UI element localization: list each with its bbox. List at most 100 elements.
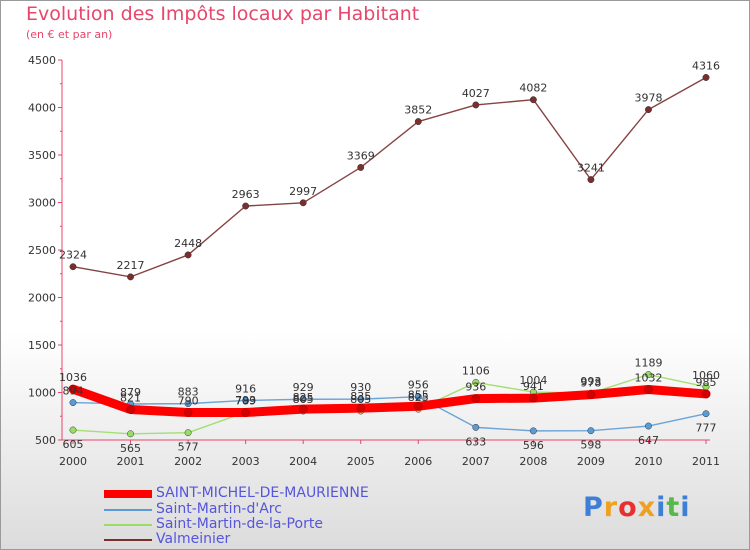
data-point xyxy=(69,426,77,434)
data-point xyxy=(357,395,365,403)
data-label: 3852 xyxy=(404,104,432,117)
data-point xyxy=(702,410,710,418)
data-point xyxy=(701,389,711,399)
x-tick-label: 2004 xyxy=(289,455,317,468)
data-point xyxy=(241,408,250,417)
logo-letter: t xyxy=(666,492,681,523)
data-point xyxy=(645,422,652,430)
data-label: 929 xyxy=(293,381,314,394)
data-label: 1060 xyxy=(692,369,720,382)
x-tick-label: 2008 xyxy=(519,455,547,468)
data-label: 930 xyxy=(350,381,371,394)
data-label: 777 xyxy=(696,422,717,435)
logo-letter: i xyxy=(680,492,691,523)
legend-swatch xyxy=(104,524,152,526)
data-label: 790 xyxy=(178,394,199,407)
data-point xyxy=(299,395,307,403)
data-point xyxy=(242,202,250,210)
series-line xyxy=(72,395,707,432)
data-label: 978 xyxy=(580,377,601,390)
data-point xyxy=(69,399,77,407)
data-label: 2448 xyxy=(174,237,202,250)
data-label: 1036 xyxy=(59,371,87,384)
data-label: 805 xyxy=(350,393,371,406)
x-tick-label: 2000 xyxy=(59,455,87,468)
data-point xyxy=(68,384,78,394)
legend-label: Saint-Martin-de-la-Porte xyxy=(156,516,323,532)
data-point xyxy=(644,385,653,394)
data-label: 4316 xyxy=(692,59,720,72)
data-point xyxy=(127,273,134,281)
x-tick-label: 2005 xyxy=(347,455,375,468)
data-label: 647 xyxy=(638,434,659,447)
x-tick-label: 2010 xyxy=(634,455,662,468)
data-label: 2963 xyxy=(232,188,260,201)
data-label: 633 xyxy=(465,435,486,448)
data-label: 894 xyxy=(63,385,84,398)
y-tick-label: 4000 xyxy=(28,102,56,115)
data-point xyxy=(645,106,652,114)
data-label: 605 xyxy=(63,438,84,451)
data-point xyxy=(184,429,192,437)
data-label: 1004 xyxy=(519,374,547,387)
data-point xyxy=(586,390,596,399)
data-label: 3241 xyxy=(577,162,605,175)
data-label: 789 xyxy=(235,395,256,408)
x-tick-label: 2009 xyxy=(577,455,605,468)
x-tick-label: 2001 xyxy=(117,455,145,468)
data-label: 993 xyxy=(580,375,601,388)
logo-letter: r xyxy=(603,492,619,523)
data-label: 577 xyxy=(178,441,199,454)
chart-subtitle: (en € et par an) xyxy=(26,28,113,41)
legend-item-saint-martin-d-arc: Saint-Martin-d'Arc xyxy=(104,501,434,517)
y-tick-label: 1000 xyxy=(28,387,56,400)
x-tick-label: 2011 xyxy=(692,455,720,468)
logo-letter: P xyxy=(583,492,604,523)
data-label: 793 xyxy=(235,394,256,407)
legend-label: Saint-Martin-d'Arc xyxy=(156,501,282,517)
proxiti-logo: Proxiti xyxy=(583,492,691,523)
data-label: 825 xyxy=(293,391,314,404)
data-point xyxy=(127,430,134,438)
data-point xyxy=(702,74,710,81)
data-point xyxy=(184,400,192,408)
x-tick-label: 2007 xyxy=(462,455,490,468)
data-point xyxy=(357,163,365,171)
data-point xyxy=(414,393,422,401)
legend-swatch xyxy=(104,490,152,498)
data-label: 985 xyxy=(696,376,717,389)
logo-letter: o xyxy=(618,492,638,523)
data-label: 825 xyxy=(408,391,429,404)
y-tick-label: 500 xyxy=(35,434,56,447)
y-tick-label: 3000 xyxy=(28,197,56,210)
chart-title: Evolution des Impôts locaux par Habitant xyxy=(26,3,420,25)
data-point xyxy=(529,393,538,403)
data-label: 916 xyxy=(235,382,256,395)
data-label: 2324 xyxy=(59,249,87,262)
y-tick-label: 2500 xyxy=(28,244,56,257)
data-label: 941 xyxy=(523,380,544,393)
data-point xyxy=(414,118,422,126)
y-tick-label: 3500 xyxy=(28,149,56,162)
data-label: 855 xyxy=(408,388,429,401)
data-point xyxy=(472,423,480,431)
data-label: 1032 xyxy=(634,371,662,384)
data-point xyxy=(298,404,308,414)
data-point xyxy=(184,251,192,259)
data-point xyxy=(472,101,480,109)
data-label: 1189 xyxy=(634,357,662,370)
data-label: 565 xyxy=(120,442,141,455)
data-point xyxy=(529,96,537,104)
data-label: 4082 xyxy=(519,82,547,95)
legend-label: SAINT-MICHEL-DE-MAURIENNE xyxy=(156,485,369,501)
y-tick-label: 4500 xyxy=(28,54,56,67)
legend-item-saint-michel: SAINT-MICHEL-DE-MAURIENNE xyxy=(104,485,434,501)
data-label: 883 xyxy=(178,386,199,399)
x-tick-label: 2006 xyxy=(404,455,432,468)
x-tick-label: 2002 xyxy=(174,455,202,468)
data-label: 1106 xyxy=(462,364,490,377)
legend-label: Valmeinier xyxy=(156,531,231,547)
data-point xyxy=(414,402,423,411)
y-tick-label: 1500 xyxy=(28,339,56,352)
